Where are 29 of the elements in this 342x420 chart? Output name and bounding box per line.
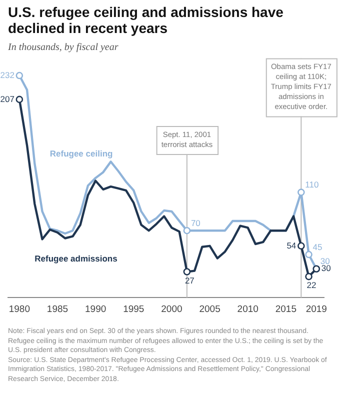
x-tick-label: 1985	[46, 304, 68, 315]
point	[183, 268, 191, 276]
point	[16, 96, 24, 104]
data-label: 22	[306, 280, 316, 290]
chart-title: U.S. refugee ceiling and admissions have declined in recent years	[8, 4, 284, 36]
point	[16, 72, 24, 80]
data-label: 207	[0, 94, 15, 104]
x-tick-label: 1990	[84, 304, 106, 315]
data-label: 110	[305, 180, 319, 190]
chart-subtitle: In thousands, by fiscal year	[8, 42, 120, 53]
data-label: 232	[0, 70, 15, 80]
x-tick-label: 1995	[123, 304, 144, 315]
data-label: 27	[184, 275, 195, 286]
point	[298, 188, 305, 196]
point	[305, 272, 312, 280]
series-label: Refugee ceiling	[50, 148, 113, 158]
point	[183, 226, 191, 234]
series-label: Refugee admissions	[34, 254, 118, 264]
data-label: 70	[190, 218, 201, 228]
x-tick-label: 2000	[161, 304, 182, 315]
data-label: 54	[286, 240, 296, 250]
point	[298, 242, 305, 250]
point	[305, 250, 312, 258]
x-tick-label: 2010	[237, 304, 258, 315]
data-label: 45	[312, 242, 322, 252]
x-tick-label: 1980	[8, 304, 30, 315]
x-tick-label: 2015	[275, 304, 296, 315]
x-tick-label: 2019	[306, 304, 327, 315]
x-tick-label: 2005	[199, 304, 220, 315]
